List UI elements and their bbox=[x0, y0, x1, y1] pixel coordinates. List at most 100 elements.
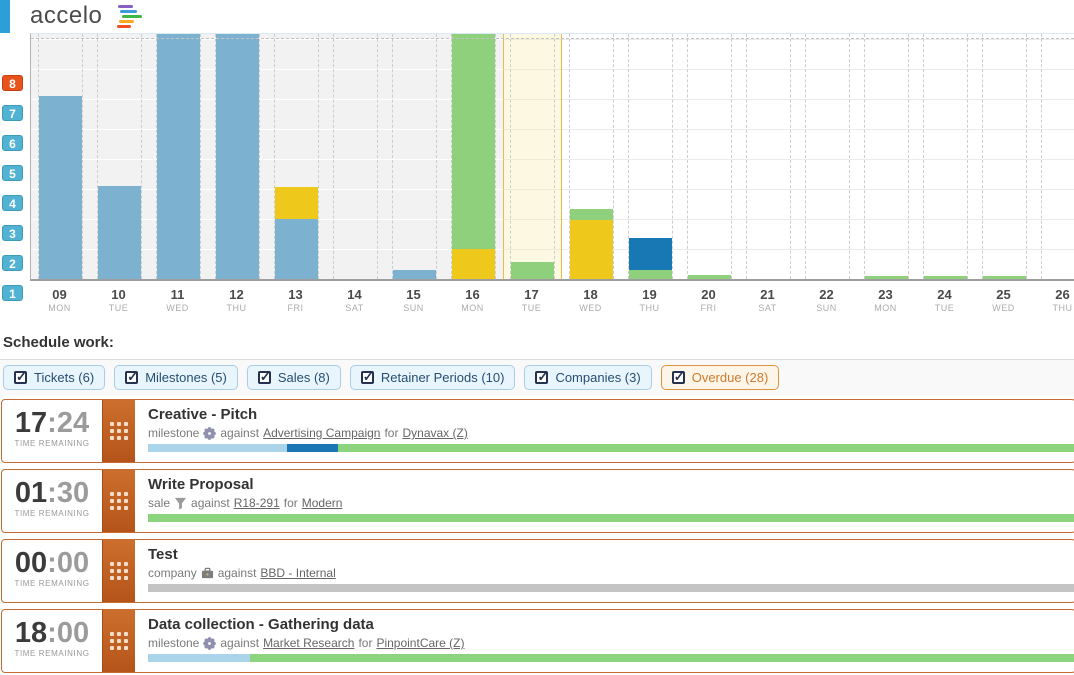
briefcase-icon bbox=[201, 567, 214, 580]
drag-handle[interactable] bbox=[102, 470, 135, 532]
chart-day-15[interactable] bbox=[385, 34, 444, 279]
bar-segment-darkblue[interactable] bbox=[629, 238, 672, 270]
drag-handle[interactable] bbox=[102, 540, 135, 602]
bar-segment-green[interactable] bbox=[511, 262, 554, 279]
x-label-date: 19 bbox=[642, 287, 657, 302]
checkbox-checked-icon[interactable] bbox=[14, 369, 27, 385]
chart-day-12[interactable] bbox=[208, 34, 267, 279]
progress-segment-lightblue bbox=[148, 444, 288, 452]
checkbox-checked-icon[interactable] bbox=[360, 369, 374, 385]
capacity-dashed-line bbox=[31, 38, 1074, 39]
time-hours: 01 bbox=[14, 477, 48, 509]
task-card-content: Test company against BBD - Internal bbox=[135, 540, 1074, 602]
x-label-date: 21 bbox=[760, 287, 775, 302]
time-remaining-label: TIME REMAINING bbox=[14, 509, 90, 518]
for-link[interactable]: Dynavax (Z) bbox=[402, 426, 468, 440]
chart-day-slot bbox=[510, 34, 555, 279]
bar-segment-green[interactable] bbox=[452, 34, 495, 250]
checkbox-checked-icon[interactable] bbox=[125, 369, 139, 385]
task-type-label: milestone bbox=[148, 426, 200, 440]
task-meta: sale against R18-291 for Modern bbox=[148, 496, 1074, 510]
chart-day-slot bbox=[215, 34, 260, 279]
chart-day-10[interactable] bbox=[90, 34, 149, 279]
chart-day-22[interactable] bbox=[798, 34, 857, 279]
bar-segment-green[interactable] bbox=[865, 276, 908, 279]
bar-segment-blue[interactable] bbox=[216, 34, 259, 279]
chart-day-19[interactable] bbox=[621, 34, 680, 279]
bar-segment-green[interactable] bbox=[570, 209, 613, 220]
for-label: for bbox=[358, 636, 373, 650]
chart-day-25[interactable] bbox=[975, 34, 1034, 279]
x-label-weekday: MON bbox=[461, 303, 484, 313]
x-label-12: 12 THU bbox=[207, 281, 266, 325]
for-link[interactable]: PinpointCare (Z) bbox=[376, 636, 465, 650]
progress-bar bbox=[148, 654, 1074, 662]
filter-button-retainer[interactable]: Retainer Periods (10) bbox=[349, 365, 516, 390]
x-label-22: 22 SUN bbox=[797, 281, 856, 325]
filter-button-tickets[interactable]: Tickets (6) bbox=[3, 365, 106, 390]
chart-day-20[interactable] bbox=[680, 34, 739, 279]
chart-day-16[interactable] bbox=[444, 34, 503, 279]
filter-button-milestones[interactable]: Milestones (5) bbox=[114, 365, 238, 390]
bar-segment-green[interactable] bbox=[688, 275, 731, 279]
x-label-date: 09 bbox=[52, 287, 67, 302]
x-label-23: 23 MON bbox=[856, 281, 915, 325]
drag-handle[interactable] bbox=[102, 610, 135, 672]
bar-segment-blue[interactable] bbox=[98, 186, 141, 279]
filter-label: Retainer Periods (10) bbox=[380, 370, 505, 385]
bar-segment-green[interactable] bbox=[983, 276, 1026, 279]
bar-segment-yellow[interactable] bbox=[275, 187, 318, 219]
chart-day-09[interactable] bbox=[31, 34, 90, 279]
bar-segment-blue[interactable] bbox=[275, 219, 318, 279]
time-minutes: :00 bbox=[47, 547, 90, 579]
against-link[interactable]: R18-291 bbox=[233, 496, 280, 510]
app-header: accelo bbox=[0, 0, 1074, 33]
chart-day-23[interactable] bbox=[857, 34, 916, 279]
y-axis-badge-7: 7 bbox=[2, 105, 23, 121]
drag-handle[interactable] bbox=[102, 400, 135, 462]
checkbox-checked-icon[interactable] bbox=[257, 369, 271, 385]
accelo-logo[interactable]: accelo bbox=[30, 2, 144, 30]
filter-button-overdue[interactable]: Overdue (28) bbox=[660, 365, 780, 390]
bar-segment-blue[interactable] bbox=[393, 270, 436, 279]
bar-segment-yellow[interactable] bbox=[452, 249, 495, 279]
bar-segment-blue[interactable] bbox=[157, 34, 200, 279]
time-remaining-value: 00:00 bbox=[2, 548, 102, 578]
checkbox-checked-icon[interactable] bbox=[535, 369, 549, 385]
time-remaining-panel: 01:30 TIME REMAINING bbox=[2, 470, 102, 532]
for-link[interactable]: Modern bbox=[301, 496, 343, 510]
chart-day-13[interactable] bbox=[267, 34, 326, 279]
chart-day-21[interactable] bbox=[739, 34, 798, 279]
x-label-24: 24 TUE bbox=[915, 281, 974, 325]
x-label-weekday: SUN bbox=[816, 303, 837, 313]
chart-day-17[interactable] bbox=[503, 34, 562, 279]
chart-day-slot bbox=[982, 34, 1027, 279]
x-label-date: 26 bbox=[1055, 287, 1070, 302]
against-link[interactable]: Market Research bbox=[263, 636, 355, 650]
bar-segment-green[interactable] bbox=[629, 270, 672, 279]
x-label-weekday: FRI bbox=[700, 303, 717, 313]
task-card[interactable]: 01:30 TIME REMAINING Write Proposal sale aga… bbox=[1, 469, 1074, 533]
time-remaining-value: 17:24 bbox=[2, 408, 102, 438]
against-link[interactable]: Advertising Campaign bbox=[263, 426, 381, 440]
chart-day-11[interactable] bbox=[149, 34, 208, 279]
task-card[interactable]: 18:00 TIME REMAINING Data collection - Gat… bbox=[1, 609, 1074, 673]
checkbox-checked-icon[interactable] bbox=[671, 369, 685, 385]
task-card[interactable]: 17:24 TIME REMAINING Creative - Pitch miles… bbox=[1, 399, 1074, 463]
x-label-25: 25 WED bbox=[974, 281, 1033, 325]
against-link[interactable]: BBD - Internal bbox=[260, 566, 336, 580]
filter-button-sales[interactable]: Sales (8) bbox=[246, 365, 341, 390]
x-label-weekday: SAT bbox=[758, 303, 777, 313]
bar-segment-green[interactable] bbox=[924, 276, 967, 279]
chart-day-18[interactable] bbox=[562, 34, 621, 279]
x-label-09: 09 MON bbox=[30, 281, 89, 325]
task-card[interactable]: 00:00 TIME REMAINING Test company against BBD… bbox=[1, 539, 1074, 603]
bar-segment-yellow[interactable] bbox=[570, 220, 613, 279]
chart-day-14[interactable] bbox=[326, 34, 385, 279]
x-label-weekday: SUN bbox=[403, 303, 424, 313]
bar-segment-blue[interactable] bbox=[39, 96, 82, 279]
filter-button-companies[interactable]: Companies (3) bbox=[524, 365, 652, 390]
chart-day-24[interactable] bbox=[916, 34, 975, 279]
x-label-21: 21 SAT bbox=[738, 281, 797, 325]
chart-day-26[interactable] bbox=[1034, 34, 1074, 279]
